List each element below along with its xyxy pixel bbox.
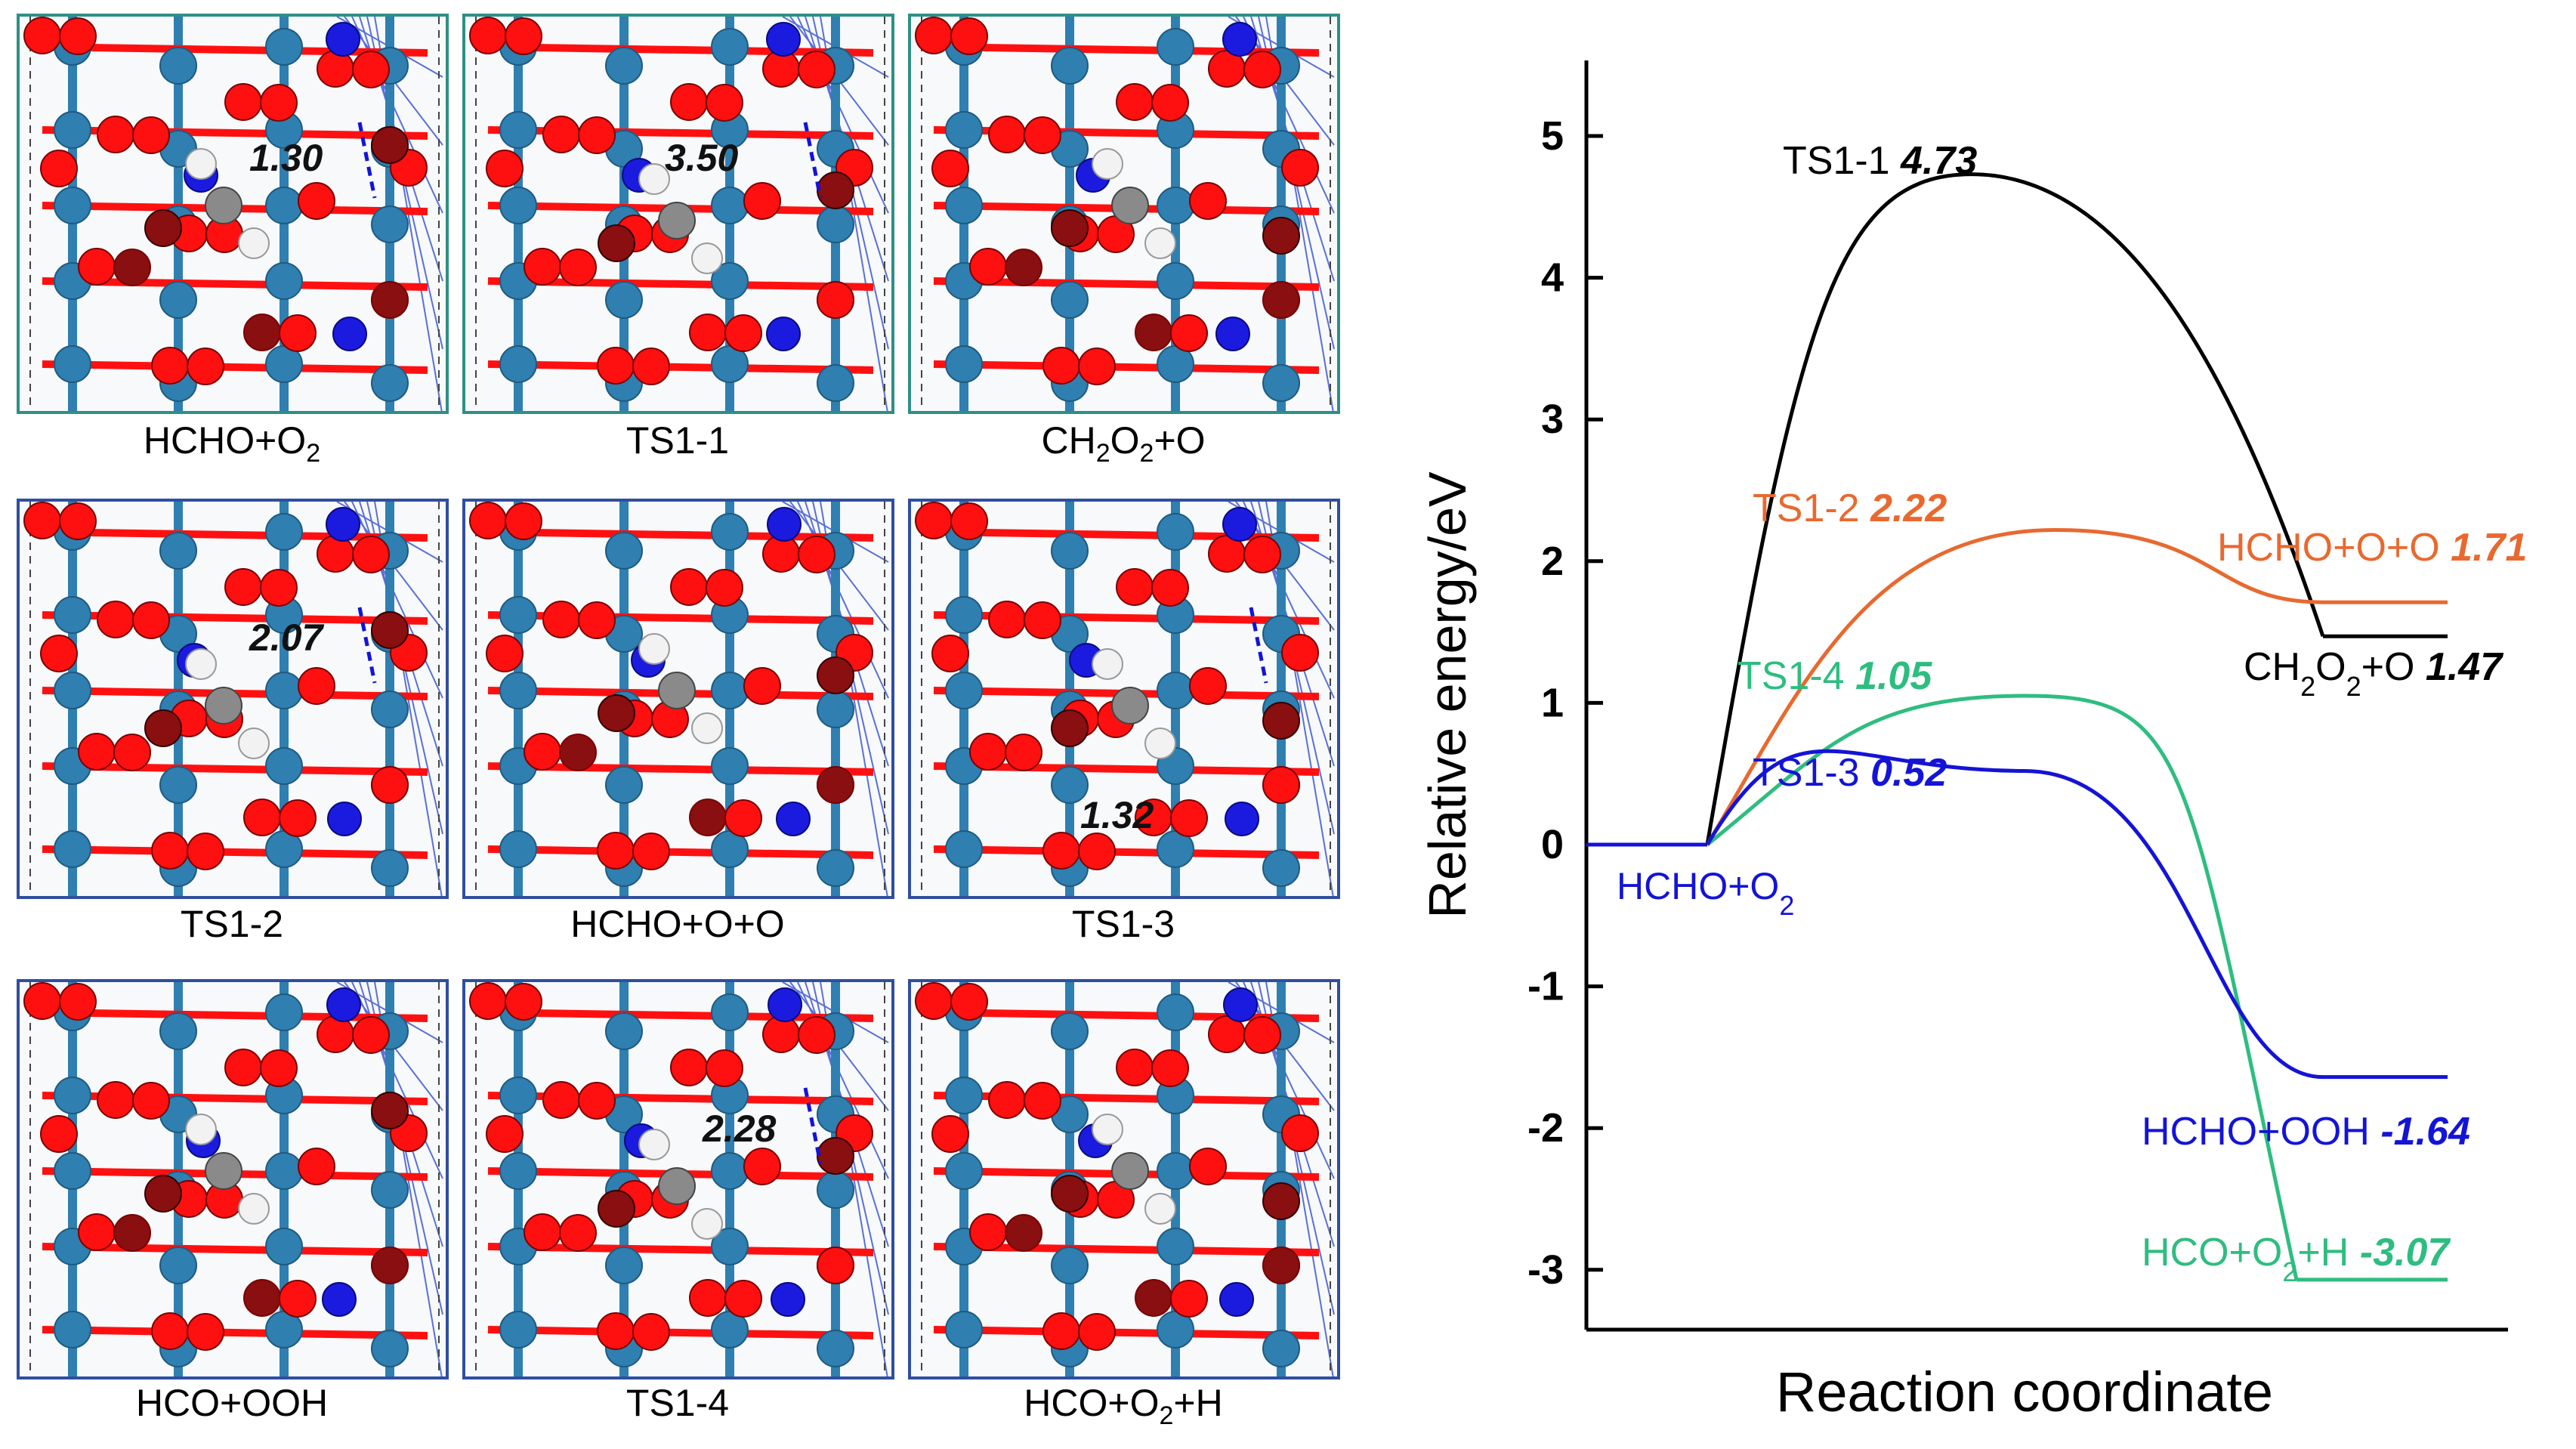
- product-label-ts1-1: CH2O2+O 1.47: [2244, 645, 2503, 702]
- lattice-image: [915, 17, 1335, 411]
- energy-curve-ts1-1: [1705, 172, 2325, 845]
- structure-panel-4: [17, 499, 449, 899]
- lattice-image: [23, 982, 443, 1376]
- reactant-label: HCHO+O2: [1617, 865, 1794, 921]
- y-tick-label: 3: [1541, 397, 1564, 442]
- lattice-image: [915, 982, 1335, 1376]
- y-tick-label: 1: [1541, 680, 1564, 725]
- y-axis-label: Relative energy/eV: [1418, 471, 1477, 919]
- bond-distance-label: 1.32: [1080, 794, 1154, 836]
- bond-distance-label: 2.28: [703, 1108, 777, 1150]
- panel-caption: TS1-1: [625, 419, 730, 462]
- lattice-image: [915, 502, 1335, 896]
- panel-caption: HCO+OOH: [135, 1382, 329, 1424]
- energy-profile-chart: 5 4 3 2 1 0 -1 -2 -3 Relative energy/eV Reaction c…: [1418, 60, 2527, 1423]
- x-axis-label: Reaction coordinate: [1776, 1361, 2273, 1423]
- structure-panel-3: [908, 14, 1340, 414]
- energy-curve-ts1-2: [1705, 528, 2324, 846]
- energy-curve-ts1-4: [1706, 694, 2299, 1281]
- y-tick-label: -2: [1527, 1105, 1564, 1151]
- product-label-ts1-2: HCHO+O+O 1.71: [2217, 526, 2527, 570]
- y-tick-label: -1: [1527, 964, 1564, 1009]
- bond-distance-label: 2.07: [249, 616, 323, 659]
- structure-panels: HCHO+O2 1.30 TS1-1 3.50 CH2O2+O TS1-2 2.07 HCHO…: [0, 0, 1340, 1449]
- panel-caption: HCHO+O2: [143, 419, 321, 468]
- ts-label-ts1-3: TS1-3 0.52: [1753, 751, 1947, 795]
- panel-caption: TS1-3: [1071, 903, 1175, 945]
- lattice-image: [469, 502, 889, 896]
- structure-panel-7: [17, 979, 449, 1379]
- ts-label-ts1-4: TS1-4 1.05: [1737, 654, 1932, 698]
- product-label-ts1-4: HCO+O2+H -3.07: [2142, 1231, 2451, 1287]
- y-tick-label: -3: [1527, 1247, 1564, 1293]
- panel-caption: CH2O2+O: [1041, 419, 1206, 468]
- lattice-image: [23, 502, 443, 896]
- lattice-image: [469, 17, 889, 411]
- bond-distance-label: 3.50: [665, 137, 739, 179]
- panel-caption: TS1-4: [625, 1382, 730, 1424]
- y-tick-label: 4: [1541, 255, 1564, 301]
- structure-panel-8: [462, 979, 894, 1379]
- structure-panel-5: [462, 499, 894, 899]
- panel-caption: TS1-2: [180, 903, 284, 945]
- bond-distance-label: 1.30: [249, 137, 323, 179]
- structure-panel-9: [908, 979, 1340, 1379]
- ts-label-ts1-1: TS1-1 4.73: [1783, 139, 1977, 183]
- ts-label-ts1-2: TS1-2 2.22: [1753, 487, 1947, 530]
- lattice-image: [23, 17, 443, 411]
- product-label-ts1-3: HCHO+OOH -1.64: [2142, 1110, 2470, 1154]
- y-tick-label: 0: [1541, 822, 1564, 867]
- structure-panel-1: [17, 14, 449, 414]
- structure-panel-2: [462, 14, 894, 414]
- structure-panel-6: [908, 499, 1340, 899]
- panel-caption: HCO+O2+H: [1024, 1382, 1223, 1430]
- y-tick-label: 5: [1541, 113, 1564, 159]
- energy-curve-ts1-3: [1705, 749, 2324, 1080]
- y-tick-label: 2: [1541, 539, 1564, 584]
- lattice-image: [469, 982, 889, 1376]
- panel-caption: HCHO+O+O: [570, 903, 785, 945]
